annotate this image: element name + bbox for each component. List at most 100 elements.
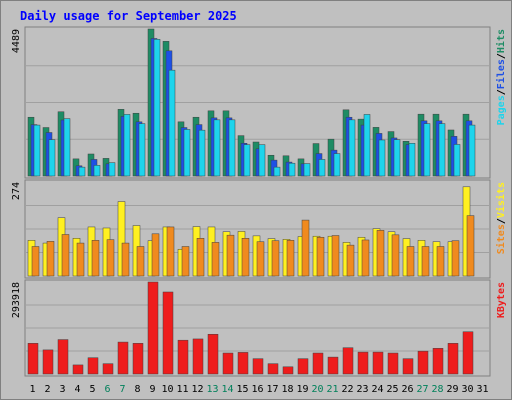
bar-hits-pages-2 <box>48 139 56 177</box>
legend-visits: Sites/Visits <box>495 182 507 254</box>
bar-kbytes-kbytes-26 <box>402 358 414 375</box>
bar-visits-sites-11 <box>181 246 190 277</box>
legend-item-files: Files <box>495 59 507 89</box>
bar-visits-sites-13 <box>211 242 220 277</box>
bar-hits-pages-27 <box>423 123 431 177</box>
x-tick-label-day-30: 30 <box>461 384 473 395</box>
bar-hits-pages-22 <box>348 119 356 177</box>
legend-item-kbytes: KBytes <box>496 282 507 318</box>
bar-kbytes-kbytes-4 <box>72 364 84 375</box>
bar-hits-pages-3 <box>63 118 71 177</box>
x-tick-label-day-9: 9 <box>149 384 155 395</box>
max-label-visits: 274 <box>11 182 22 200</box>
x-tick-label-day-21: 21 <box>326 384 338 395</box>
bar-visits-sites-19 <box>301 219 310 277</box>
bar-kbytes-kbytes-20 <box>312 352 324 375</box>
x-tick-label-day-2: 2 <box>44 384 50 395</box>
bar-visits-sites-14 <box>226 234 235 277</box>
legend-kbytes: KBytes <box>496 282 507 318</box>
bar-kbytes-kbytes-8 <box>132 343 144 375</box>
bar-kbytes-kbytes-16 <box>252 358 264 375</box>
bar-visits-sites-6 <box>106 239 115 277</box>
bar-kbytes-kbytes-1 <box>27 343 39 375</box>
bar-kbytes-kbytes-27 <box>417 350 429 375</box>
legend-separator: / <box>496 218 507 224</box>
bar-visits-sites-8 <box>136 246 145 277</box>
bar-hits-pages-9 <box>153 39 161 177</box>
bar-kbytes-kbytes-17 <box>267 363 279 375</box>
bar-visits-sites-29 <box>451 240 460 277</box>
bar-visits-sites-30 <box>466 215 475 277</box>
x-tick-label-day-4: 4 <box>74 384 80 395</box>
bar-hits-pages-7 <box>123 114 131 177</box>
x-tick-label-day-26: 26 <box>401 384 413 395</box>
bar-hits-pages-15 <box>243 144 251 177</box>
bar-hits-pages-19 <box>303 163 311 177</box>
bar-hits-pages-12 <box>198 129 206 177</box>
bar-kbytes-kbytes-15 <box>237 352 249 375</box>
bar-hits-pages-21 <box>333 153 341 177</box>
bar-hits-pages-23 <box>363 114 371 177</box>
x-tick-label-day-17: 17 <box>266 384 278 395</box>
bar-visits-sites-5 <box>91 240 100 277</box>
bar-hits-pages-26 <box>408 143 416 177</box>
bar-kbytes-kbytes-21 <box>327 356 339 375</box>
bar-visits-sites-27 <box>421 246 430 277</box>
bar-kbytes-kbytes-23 <box>357 351 369 375</box>
bar-visits-sites-16 <box>256 241 265 277</box>
x-tick-label-day-23: 23 <box>356 384 368 395</box>
legend-hits: Pages/Files/Hits <box>495 29 507 125</box>
bar-kbytes-kbytes-3 <box>57 339 69 375</box>
bar-visits-sites-28 <box>436 246 445 277</box>
x-tick-label-day-1: 1 <box>29 384 35 395</box>
legend-item-pages: Pages <box>496 95 507 125</box>
bar-hits-pages-11 <box>183 129 191 177</box>
x-tick-label-day-20: 20 <box>311 384 323 395</box>
x-tick-label-day-16: 16 <box>251 384 263 395</box>
bar-visits-sites-22 <box>346 244 355 277</box>
panel-frame-hits <box>24 26 491 179</box>
bar-hits-pages-5 <box>93 165 101 177</box>
panel-visits: 274 Sites/Visits <box>11 179 507 279</box>
panel-frame-kbytes <box>24 279 491 377</box>
bar-visits-sites-18 <box>286 240 295 277</box>
bar-kbytes-kbytes-11 <box>177 339 189 375</box>
x-tick-label-day-29: 29 <box>446 384 458 395</box>
bar-visits-sites-26 <box>406 246 415 277</box>
bar-kbytes-kbytes-7 <box>117 341 129 375</box>
bar-hits-pages-17 <box>273 166 281 177</box>
bar-visits-sites-3 <box>61 234 70 277</box>
x-tick-label-day-19: 19 <box>296 384 308 395</box>
bar-kbytes-kbytes-30 <box>462 331 474 375</box>
bar-visits-sites-2 <box>46 241 55 277</box>
bar-visits-sites-15 <box>241 238 250 277</box>
bar-hits-pages-1 <box>33 124 41 177</box>
bar-hits-pages-14 <box>228 119 236 177</box>
bar-visits-sites-23 <box>361 239 370 277</box>
panel-kbytes: 293918 KBytes <box>11 279 507 377</box>
x-tick-label-day-14: 14 <box>221 384 233 395</box>
legend-item-hits: Hits <box>495 29 507 53</box>
bar-kbytes-kbytes-18 <box>282 366 294 375</box>
x-axis-labels: 1 2 3 4 5 6 7 8 9 10 11 12 13 14 15 16 17 18 19 20 21 22 23 24 2… <box>29 384 488 395</box>
bar-visits-sites-10 <box>166 226 175 277</box>
x-tick-label-day-11: 11 <box>176 384 188 395</box>
x-tick-label-day-8: 8 <box>134 384 140 395</box>
x-tick-label-day-18: 18 <box>281 384 293 395</box>
bar-hits-pages-24 <box>378 139 386 177</box>
bar-hits-pages-28 <box>438 123 446 177</box>
legend-separator: / <box>496 53 507 59</box>
bar-visits-sites-12 <box>196 238 205 277</box>
bar-kbytes-kbytes-6 <box>102 363 114 375</box>
bar-visits-visits-7 <box>117 201 126 277</box>
chart-panels: 4489Pages/Files/Hits274Sites/Visits29391… <box>11 26 507 377</box>
bar-kbytes-kbytes-14 <box>222 352 234 375</box>
x-tick-label-day-22: 22 <box>341 384 353 395</box>
bar-kbytes-kbytes-24 <box>372 351 384 375</box>
bar-visits-sites-24 <box>376 230 385 277</box>
x-tick-label-day-27: 27 <box>416 384 428 395</box>
legend-item-sites: Sites <box>495 224 507 254</box>
bar-kbytes-kbytes-19 <box>297 358 309 375</box>
